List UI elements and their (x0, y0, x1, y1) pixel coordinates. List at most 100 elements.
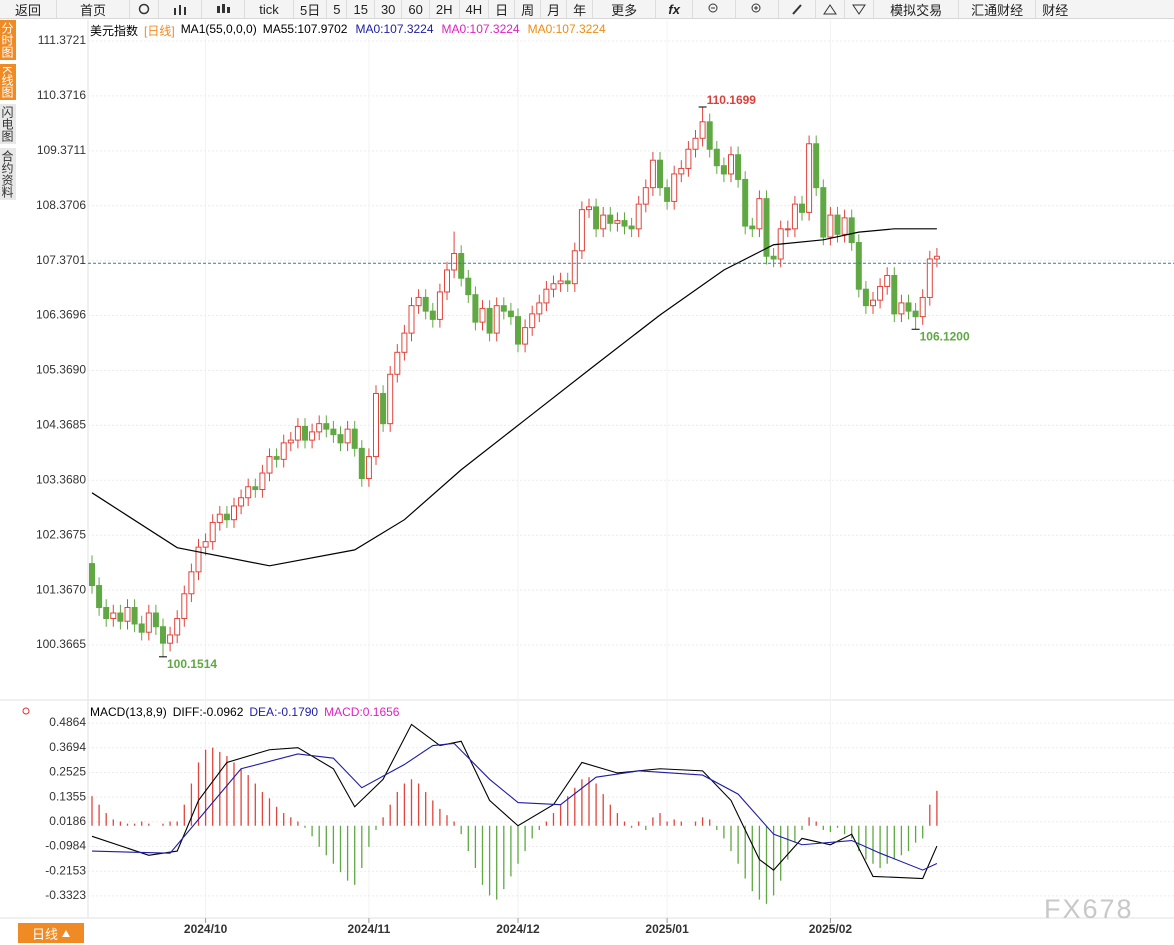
candle-body (799, 203, 805, 213)
candle-body (770, 255, 777, 260)
macd-label: MACD:0.1656 (324, 705, 400, 719)
y-tick-label: 106.3696 (36, 308, 86, 322)
ma-label: MA55:107.9702 (262, 22, 348, 36)
toolbar-button[interactable]: 财经 (1042, 2, 1069, 18)
chart-icon[interactable] (159, 0, 202, 18)
candle-body (749, 225, 756, 230)
y-tick-label: 108.3706 (36, 198, 86, 212)
toolbar-button[interactable]: 2H (430, 0, 460, 18)
candle-body (138, 623, 145, 633)
candle-body (855, 242, 862, 290)
bottom-tab[interactable]: 日线 (18, 923, 84, 943)
macd-label: DEA:-0.1790 (249, 705, 319, 719)
candle-body (607, 214, 614, 224)
y-tick-label: 101.3670 (36, 582, 86, 596)
candle-body (415, 296, 422, 307)
y-tick-label: 109.3711 (37, 143, 86, 157)
y-tick-label: 100.3665 (36, 637, 86, 651)
y-tick-label: 103.3680 (36, 472, 86, 486)
candle-body (188, 571, 195, 595)
candle-body (316, 423, 323, 433)
candle-body (557, 280, 564, 285)
annotation: 110.1699 (707, 93, 757, 107)
toolbar-button[interactable]: 5日 (294, 0, 328, 18)
candle-body (444, 269, 450, 293)
toolbar-button[interactable]: 4H (460, 0, 490, 18)
y-tick-label: 107.3701 (36, 253, 86, 267)
sidebar-tab[interactable]: 合约资料 (0, 148, 16, 201)
y-tick-label: 111.3721 (38, 33, 87, 47)
candle-body (905, 302, 912, 312)
candle-body (351, 428, 358, 449)
y-tick-label: 0.4864 (49, 715, 86, 729)
candle-body (806, 143, 813, 213)
toolbar-button[interactable]: 汇通财经 (959, 0, 1037, 18)
sidebar-tab[interactable]: 分时图 (0, 20, 16, 60)
diff-line (91, 723, 938, 880)
toolbar-button[interactable]: 返回 (0, 0, 57, 18)
candle-body (174, 617, 181, 636)
candle-body (493, 305, 500, 334)
candle-icon[interactable] (202, 0, 245, 18)
candle-body (919, 296, 926, 318)
toolbar-button[interactable]: 月 (541, 0, 568, 18)
candle-body (870, 299, 876, 307)
candle-body (664, 187, 671, 202)
candle-body (877, 285, 884, 301)
watermark: FX678 (1044, 894, 1134, 924)
candle-body (742, 178, 749, 227)
candle-body (522, 327, 529, 345)
toolbar-button[interactable]: tick (245, 0, 294, 18)
candle-body (479, 307, 486, 323)
y-tick-label: -0.3323 (45, 888, 86, 902)
up-icon[interactable] (816, 0, 846, 18)
refresh-icon[interactable] (130, 0, 159, 18)
candle-body (621, 220, 628, 227)
down-icon[interactable] (845, 0, 875, 18)
candle-body (578, 209, 585, 252)
toolbar-button[interactable]: 5 (327, 0, 348, 18)
draw-icon[interactable] (779, 0, 817, 18)
y-tick-label: 105.3690 (36, 363, 86, 377)
toolbar-button[interactable]: 日 (489, 0, 516, 18)
zoom-out-icon[interactable] (693, 0, 737, 18)
candle-body (110, 612, 117, 619)
candle-body (216, 513, 223, 523)
sidebar-tab[interactable]: K线图 (0, 64, 16, 101)
candle-body (529, 313, 536, 329)
candle-body (600, 214, 607, 230)
period[interactable]: [日线] (144, 24, 175, 38)
candle-body (422, 296, 429, 312)
toolbar-button[interactable]: 30 (375, 0, 403, 18)
chart-title: 美元指数 (90, 24, 139, 38)
x-tick-label: 2024/11 (348, 922, 391, 936)
candle-body (500, 305, 507, 312)
ma-label: MA0:107.3224 (441, 22, 520, 36)
candle-body (507, 310, 514, 318)
candle-body (536, 302, 543, 315)
toolbar-button[interactable]: 年 (567, 0, 594, 18)
toolbar-button[interactable]: 60 (402, 0, 430, 18)
zoom-in-icon[interactable] (736, 0, 780, 18)
candle-body (827, 214, 834, 238)
macd-legend: MACD(13,8,9) DIFF:-0.0962 DEA:-0.1790 MACD:… (90, 705, 399, 719)
sidebar-tab[interactable]: 闪电图 (0, 104, 16, 145)
candle-body (202, 541, 209, 548)
toolbar-button[interactable]: 周 (515, 0, 542, 18)
candle-body (834, 214, 841, 235)
macd-icon (22, 707, 30, 715)
toolbar-button[interactable]: 模拟交易 (874, 0, 960, 18)
toolbar-button[interactable]: 首页 (57, 0, 130, 18)
candle-body (259, 472, 266, 491)
toolbar-button[interactable]: fx (656, 0, 694, 18)
toolbar-button[interactable]: 15 (347, 0, 375, 18)
candle-body (365, 456, 372, 480)
candle-body (223, 513, 230, 521)
candle-body (436, 291, 443, 320)
candle-body (266, 456, 273, 474)
toolbar-button[interactable]: 更多 (593, 0, 657, 18)
macd-label: DIFF:-0.0962 (172, 705, 244, 719)
candle-body (181, 593, 188, 619)
candle-body (238, 497, 245, 507)
